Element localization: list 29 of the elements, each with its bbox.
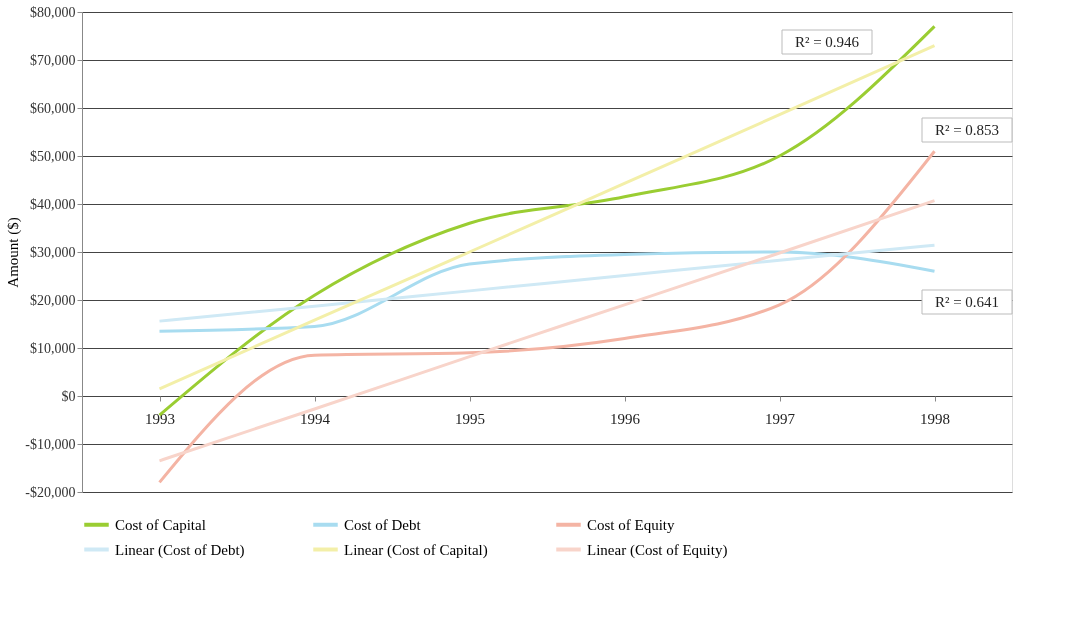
x-tick-label: 1997 [765,410,796,427]
y-tick-label: -$20,000 [25,484,76,500]
x-tick-label: 1995 [455,410,485,427]
y-tick-label: -$10,000 [25,436,76,452]
legend-label: Cost of Equity [587,516,675,533]
y-axis-title: Amount ($) [5,217,23,288]
y-tick-label: $0 [61,388,76,404]
x-tick-label: 1996 [610,410,641,427]
x-tick-label: 1993 [145,410,175,427]
y-tick-label: $20,000 [30,292,76,308]
x-tick-label: 1994 [300,410,331,427]
y-tick-label: $10,000 [30,340,76,356]
y-tick-label: $60,000 [30,100,76,116]
legend-label: Linear (Cost of Equity) [587,541,728,559]
annotation: R² = 0.946 [794,34,860,50]
line-series [158,243,936,323]
annotation: R² = 0.853 [934,122,1000,138]
y-tick-label: $40,000 [30,196,76,212]
legend-label: Cost of Capital [115,516,206,533]
y-tick-label: $30,000 [30,244,76,260]
annotation: R² = 0.641 [934,294,1000,310]
y-tick-label: $80,000 [30,4,76,20]
legend-label: Cost of Debt [344,516,422,533]
x-tick-label: 1998 [920,410,950,427]
y-tick-label: $50,000 [30,148,76,164]
legend-label: Linear (Cost of Debt) [115,541,245,559]
y-tick-label: $70,000 [30,52,76,68]
line-series [158,250,936,333]
legend-label: Linear (Cost of Capital) [344,541,488,559]
